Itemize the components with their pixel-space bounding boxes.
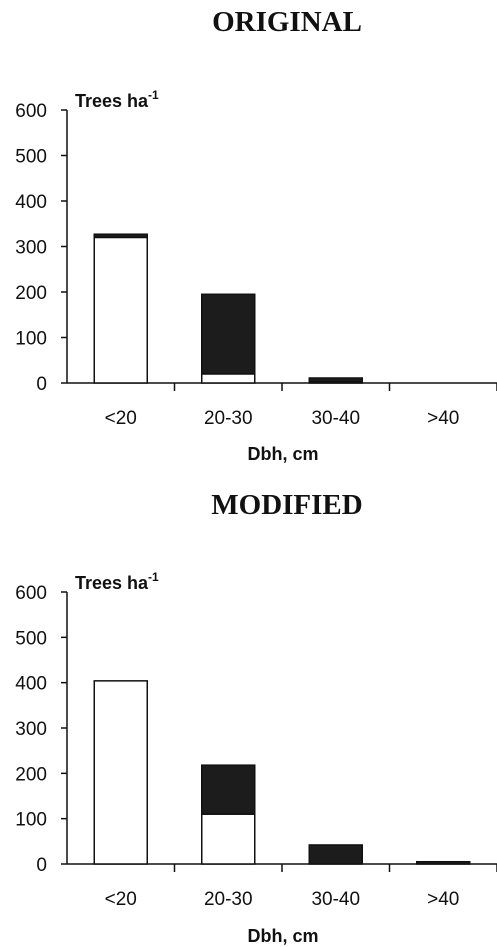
x-tick-label: <20 [105, 408, 137, 429]
x-tick-label: 20-30 [204, 408, 253, 429]
x-axis-label: Dbh, cm [247, 444, 318, 464]
x-tick-label: >40 [427, 889, 459, 910]
bar-segment-black [201, 293, 256, 375]
bar-segment-white [93, 680, 148, 865]
y-tick-label: 400 [15, 192, 47, 213]
y-tick-label: 500 [15, 147, 47, 168]
y-tick-label: 600 [15, 583, 47, 604]
chart-title: MODIFIED [211, 489, 362, 521]
y-axis-label-superscript: -1 [148, 88, 159, 102]
x-tick-label: 20-30 [204, 889, 253, 910]
bar-segment-black [201, 764, 256, 815]
y-axis-label: Trees ha-1 [75, 570, 159, 593]
bar-segment-black [93, 233, 148, 239]
bar-segment-black [416, 860, 471, 865]
y-tick-label: 600 [15, 101, 47, 122]
y-tick-label: 300 [15, 719, 47, 740]
bar-segment-white [201, 373, 256, 384]
x-tick-label: <20 [105, 889, 137, 910]
x-tick-label: >40 [427, 408, 459, 429]
bar-segment-black [308, 844, 363, 865]
bar-segment-white [201, 813, 256, 865]
y-tick-label: 100 [15, 329, 47, 350]
y-axis-label: Trees ha-1 [75, 88, 159, 111]
y-axis-label-superscript: -1 [148, 570, 159, 584]
y-tick-label: 400 [15, 674, 47, 695]
bar-segment-black [308, 377, 363, 383]
y-axis-label-text: Trees ha [75, 573, 149, 593]
y-tick-label: 500 [15, 628, 47, 649]
y-tick-label: 300 [15, 238, 47, 259]
y-axis-label-text: Trees ha [75, 91, 149, 111]
x-tick-label: 30-40 [311, 889, 360, 910]
y-tick-label: 100 [15, 810, 47, 831]
y-tick-label: 200 [15, 764, 47, 785]
chart-title: ORIGINAL [212, 6, 362, 38]
y-tick-label: 200 [15, 283, 47, 304]
y-tick-label: 0 [36, 855, 47, 876]
bar-segment-white [93, 236, 148, 384]
y-tick-label: 0 [36, 374, 47, 395]
x-axis-label: Dbh, cm [247, 926, 318, 946]
x-tick-label: 30-40 [311, 408, 360, 429]
